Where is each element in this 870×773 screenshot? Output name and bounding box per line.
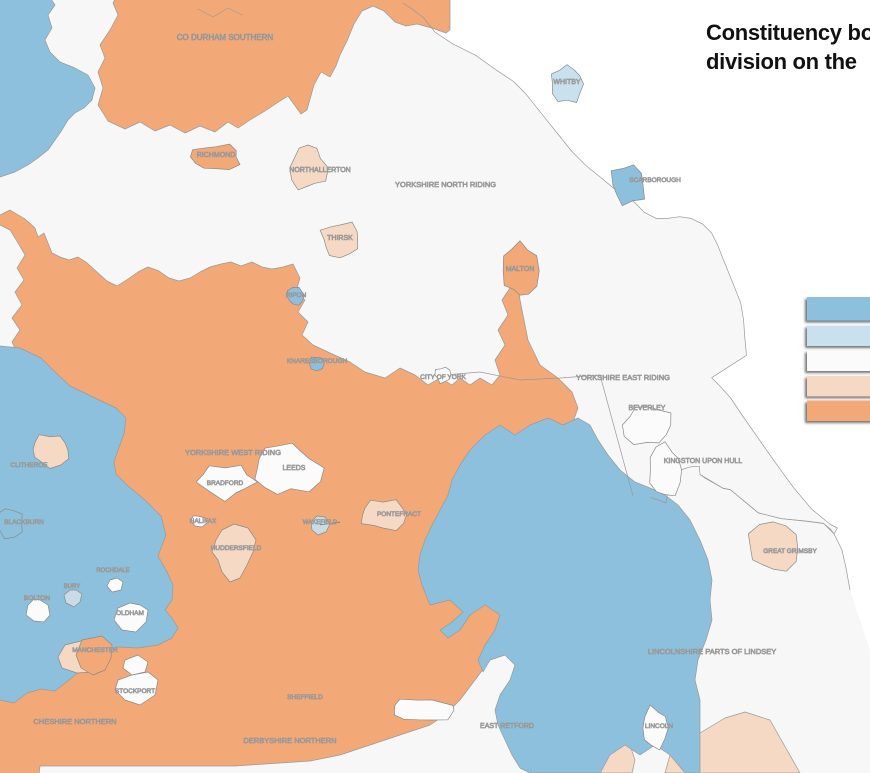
svg-text:BOLTON: BOLTON bbox=[24, 595, 50, 602]
svg-text:HUDDERSFIELD: HUDDERSFIELD bbox=[211, 545, 262, 552]
svg-text:SHEFFIELD: SHEFFIELD bbox=[287, 694, 323, 701]
svg-text:ROCHDALE: ROCHDALE bbox=[96, 568, 129, 574]
svg-text:CHESHIRE NORTHERN: CHESHIRE NORTHERN bbox=[33, 717, 116, 726]
svg-text:BLACKBURN: BLACKBURN bbox=[4, 519, 44, 526]
svg-text:CITY OF YORK: CITY OF YORK bbox=[420, 374, 466, 381]
svg-text:YORKSHIRE WEST RIDING: YORKSHIRE WEST RIDING bbox=[185, 448, 281, 457]
svg-text:BRADFORD: BRADFORD bbox=[207, 480, 244, 487]
svg-text:EAST RETFORD: EAST RETFORD bbox=[480, 723, 534, 730]
svg-text:MALTON: MALTON bbox=[506, 266, 535, 273]
svg-text:DERBYSHIRE NORTHERN: DERBYSHIRE NORTHERN bbox=[243, 736, 336, 745]
svg-text:RIPON: RIPON bbox=[286, 292, 307, 299]
svg-text:SCARBOROUGH: SCARBOROUGH bbox=[629, 177, 681, 184]
svg-text:LINCOLN: LINCOLN bbox=[645, 723, 673, 730]
svg-text:WAKEFIELD: WAKEFIELD bbox=[303, 520, 338, 526]
svg-text:STOCKPORT: STOCKPORT bbox=[115, 688, 155, 695]
svg-text:LEEDS: LEEDS bbox=[283, 465, 306, 472]
svg-text:WHITBY: WHITBY bbox=[553, 79, 581, 86]
svg-text:LINCOLNSHIRE PARTS OF LINDSEY: LINCOLNSHIRE PARTS OF LINDSEY bbox=[648, 647, 777, 656]
svg-text:CLITHEROE: CLITHEROE bbox=[10, 462, 48, 469]
svg-text:BURY: BURY bbox=[64, 584, 81, 590]
svg-text:GREAT GRIMSBY: GREAT GRIMSBY bbox=[763, 548, 817, 555]
svg-text:YORKSHIRE EAST RIDING: YORKSHIRE EAST RIDING bbox=[576, 373, 670, 382]
svg-text:OLDHAM: OLDHAM bbox=[116, 610, 144, 617]
svg-text:BEVERLEY: BEVERLEY bbox=[629, 405, 666, 412]
svg-text:CO DURHAM SOUTHERN: CO DURHAM SOUTHERN bbox=[177, 33, 274, 42]
svg-text:KNARESBOROUGH: KNARESBOROUGH bbox=[287, 358, 348, 365]
svg-text:MANCHESTER: MANCHESTER bbox=[72, 647, 118, 654]
svg-text:THIRSK: THIRSK bbox=[327, 235, 353, 242]
svg-text:NORTHALLERTON: NORTHALLERTON bbox=[289, 167, 350, 174]
svg-text:RICHMOND: RICHMOND bbox=[197, 152, 236, 159]
svg-text:YORKSHIRE NORTH RIDING: YORKSHIRE NORTH RIDING bbox=[395, 180, 496, 189]
svg-text:PONTEFRACT: PONTEFRACT bbox=[377, 511, 421, 518]
svg-text:KINGSTON UPON HULL: KINGSTON UPON HULL bbox=[664, 458, 743, 465]
svg-text:HALIFAX: HALIFAX bbox=[190, 518, 217, 525]
